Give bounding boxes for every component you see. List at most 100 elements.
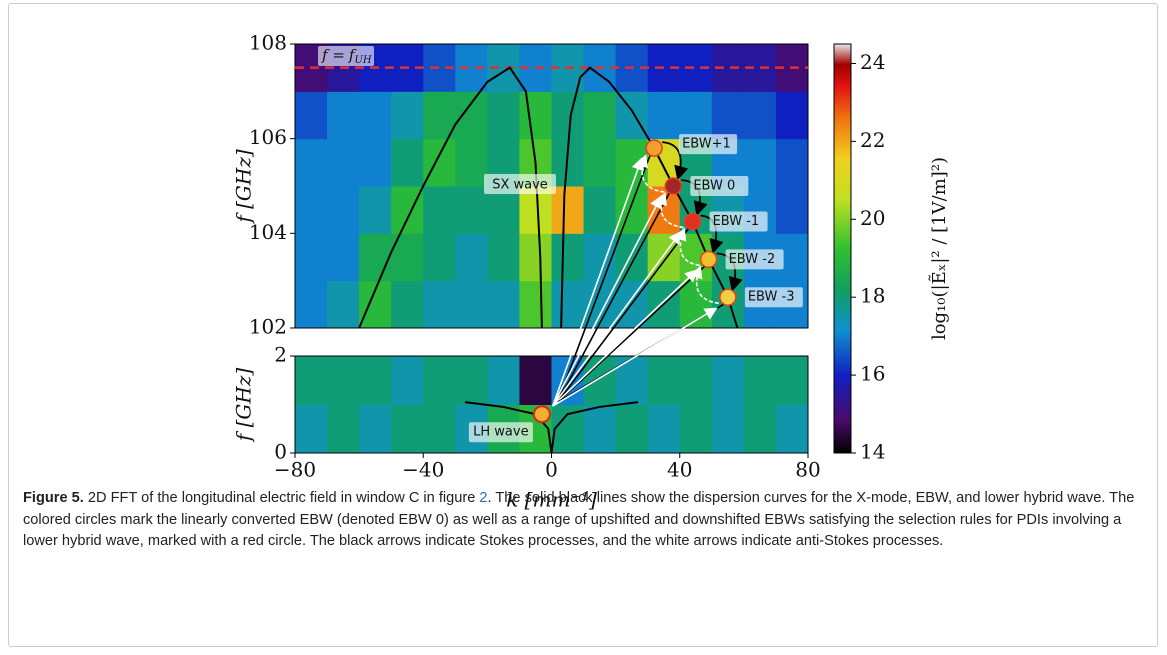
stokes-line xyxy=(557,265,706,403)
ebw-label: EBW -1 xyxy=(713,214,760,229)
heatmap-cell xyxy=(423,138,456,187)
heatmap-cell xyxy=(295,356,328,405)
y-tick-label: 108 xyxy=(249,31,287,55)
heatmap-cell xyxy=(295,233,328,282)
heatmap-cell xyxy=(455,91,488,140)
heatmap-cell xyxy=(327,186,360,234)
label-box xyxy=(744,287,803,308)
stokes-line xyxy=(556,154,651,403)
heatmap-cell xyxy=(711,404,745,454)
heatmap-cell xyxy=(423,404,456,454)
colorbar-tick-label: 14 xyxy=(860,440,885,464)
heatmap-cell xyxy=(743,91,777,140)
ebw-circle xyxy=(683,212,702,231)
heatmap-cell xyxy=(679,356,713,405)
heatmap-cell xyxy=(583,404,617,454)
heatmap-cell xyxy=(615,404,649,454)
heatmap-cell xyxy=(583,186,617,234)
colorbar-tick-label: 16 xyxy=(860,362,885,386)
label-box xyxy=(318,46,374,66)
x-tick-label: 40 xyxy=(667,458,692,482)
heatmap-cell xyxy=(391,138,424,187)
anti-stokes-arrow xyxy=(674,227,700,267)
axes-frame xyxy=(294,43,809,329)
heatmap-cell xyxy=(455,233,488,282)
heatmap-cell xyxy=(487,233,520,282)
heatmap-cell xyxy=(295,91,328,140)
heatmap-cell xyxy=(519,280,552,329)
ebw-circle xyxy=(719,288,737,306)
colorbar-tick-label: 20 xyxy=(860,206,885,230)
stokes-line xyxy=(557,192,671,403)
anti-stokes-arrow xyxy=(551,195,662,407)
heatmap-cell xyxy=(359,404,392,454)
heatmap-cell xyxy=(487,91,520,140)
dispersion-curve xyxy=(358,66,543,329)
heatmap-cell xyxy=(455,186,488,234)
heatmap-cell xyxy=(775,186,809,234)
heatmap-cell xyxy=(519,356,552,405)
heatmap-cell xyxy=(775,356,809,405)
heatmap-cell xyxy=(359,91,392,140)
y-tick-label: 0 xyxy=(274,440,287,464)
anti-stokes-arrow xyxy=(690,265,719,305)
heatmap-cell xyxy=(551,186,585,234)
heatmap-cell xyxy=(359,138,392,187)
heatmap-cell xyxy=(679,404,713,454)
heatmap-cell xyxy=(423,91,456,140)
heatmap-cell xyxy=(775,91,809,140)
x-tick-label: 0 xyxy=(545,458,558,482)
figure-link[interactable]: 2 xyxy=(479,490,488,506)
heatmap-cell xyxy=(359,233,392,282)
heatmap-cell xyxy=(391,404,424,454)
heatmap-cell xyxy=(423,280,456,329)
heatmap-cell xyxy=(359,186,392,234)
label-box xyxy=(679,134,738,155)
heatmap-cell xyxy=(295,186,328,234)
heatmap-cell xyxy=(391,280,424,329)
fuh-label-part: f = xyxy=(321,46,345,64)
anti-stokes-arrow xyxy=(551,157,644,407)
stokes-arrow xyxy=(661,141,689,181)
anti-stokes-arrow xyxy=(552,230,682,407)
sx-label: SX wave xyxy=(492,178,548,193)
anti-stokes-arrow xyxy=(552,269,698,407)
x-axis-label: k [mm⁻¹] xyxy=(506,488,597,512)
heatmap-cell xyxy=(327,233,360,282)
heatmap-cell xyxy=(423,233,456,282)
heatmap-cell xyxy=(487,280,520,329)
heatmap-cell xyxy=(487,356,520,405)
y-tick-label: 2 xyxy=(274,343,287,367)
caption-text: 2D FFT of the longitudinal electric fiel… xyxy=(87,490,480,506)
heatmap-cell xyxy=(295,280,328,329)
x-tick-label: 80 xyxy=(795,458,820,482)
x-tick-label: −80 xyxy=(274,458,316,482)
label-box xyxy=(484,174,556,194)
heatmap-cell xyxy=(743,138,777,187)
heatmap-cell xyxy=(455,138,488,187)
y-tick-label: 102 xyxy=(249,315,287,339)
heatmap-cell xyxy=(775,138,809,187)
stokes-line xyxy=(557,228,690,403)
heatmap-cell xyxy=(743,356,777,405)
ebw-circle xyxy=(645,139,663,157)
caption-text: . The solid black lines show the dispers… xyxy=(23,490,1135,549)
fuh-label-part: f xyxy=(348,46,357,64)
heatmap-cell xyxy=(711,356,745,405)
heatmap-cell xyxy=(647,91,681,140)
anti-stokes-arrow xyxy=(552,307,718,407)
colorbar-tick-label: 18 xyxy=(860,284,885,308)
label-box xyxy=(709,211,768,232)
y-tick-label: 106 xyxy=(249,125,287,149)
heatmap-cell xyxy=(551,91,585,140)
y-tick-label: 104 xyxy=(249,220,287,244)
heatmap-cell xyxy=(295,138,328,187)
heatmap-cell xyxy=(583,138,617,187)
ebw-circle xyxy=(664,177,683,195)
heatmap-cell xyxy=(743,404,777,454)
ebw-label: EBW 0 xyxy=(693,179,735,194)
heatmap-cell xyxy=(327,356,360,405)
heatmap-cell xyxy=(551,280,585,329)
heatmap-cell xyxy=(423,186,456,234)
